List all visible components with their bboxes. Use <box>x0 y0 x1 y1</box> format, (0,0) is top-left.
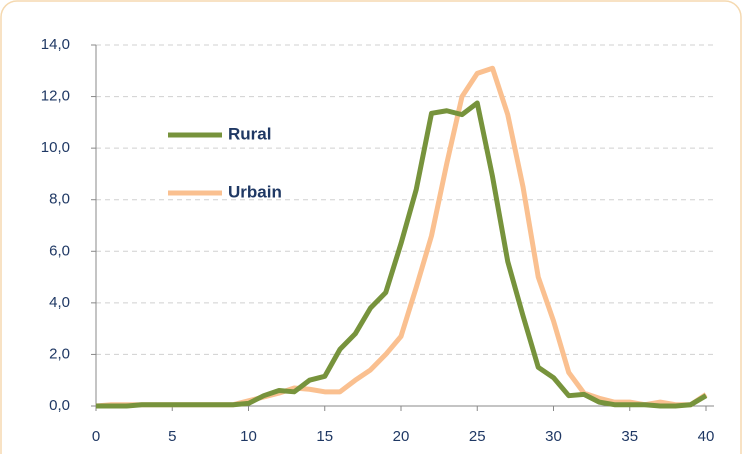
x-tick-label: 30 <box>545 428 562 445</box>
y-tick-label: 0,0 <box>49 397 70 414</box>
x-tick-label: 35 <box>621 428 638 445</box>
y-tick-label: 2,0 <box>49 345 70 362</box>
legend-label: Rural <box>228 124 271 143</box>
y-tick-label: 14,0 <box>41 36 70 53</box>
x-tick-label: 25 <box>469 428 486 445</box>
y-tick-label: 4,0 <box>49 294 70 311</box>
data-line <box>96 100 708 409</box>
y-tick-label: 8,0 <box>49 191 70 208</box>
x-tick-label: 40 <box>698 428 715 445</box>
x-tick-label: 10 <box>240 428 257 445</box>
legend-label: Urbain <box>228 182 282 201</box>
y-tick-label: 6,0 <box>49 242 70 259</box>
x-tick-label: 5 <box>168 428 176 445</box>
y-tick-label: 12,0 <box>41 88 70 105</box>
y-tick-label: 10,0 <box>41 139 70 156</box>
x-tick-label: 0 <box>92 428 100 445</box>
x-tick-label: 15 <box>316 428 333 445</box>
x-tick-label: 20 <box>393 428 410 445</box>
